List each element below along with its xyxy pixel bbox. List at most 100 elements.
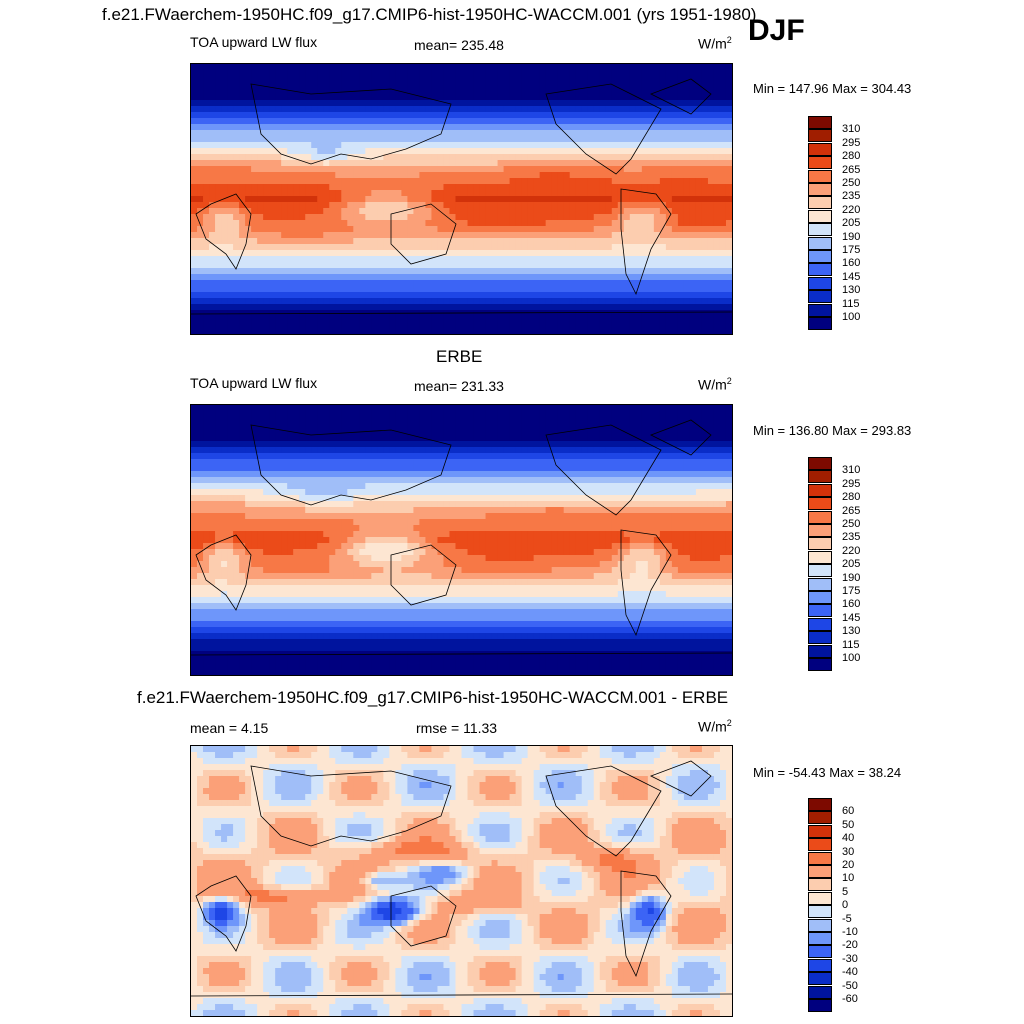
map-model-cell [275, 166, 282, 173]
map-erbe-cell [305, 441, 312, 448]
map-model-cell [509, 220, 517, 227]
map-model-cell [449, 322, 457, 329]
map-model-cell [263, 244, 270, 251]
map-erbe-cell [407, 423, 415, 430]
map-model-cell [551, 298, 559, 305]
map-model-cell [581, 160, 589, 167]
map-model-cell [305, 184, 312, 191]
map-model-cell [191, 328, 198, 334]
map-model-cell [515, 166, 523, 173]
map-model-coastline [545, 83, 662, 175]
map-model-cell [263, 274, 270, 281]
map-model-cell [545, 220, 553, 227]
map-model-cell [725, 184, 732, 191]
map-model-cell [407, 184, 415, 191]
map-model-cell [443, 286, 451, 293]
map-model-cell [317, 136, 324, 143]
map-model-cell [491, 262, 499, 269]
map-model-cell [251, 304, 258, 311]
map-model-cell [623, 250, 631, 257]
map-model-cell [551, 304, 559, 311]
map-model-cell [293, 148, 300, 155]
map-erbe-cell [317, 453, 324, 460]
map-model-cell [599, 304, 607, 311]
map-model-cell [641, 304, 649, 311]
map-erbe-cell [551, 417, 559, 424]
map-model-cell [293, 262, 300, 269]
map-model-cell [203, 118, 210, 125]
map-model-cell [419, 70, 427, 77]
map-model-cell [659, 310, 667, 317]
map-model-cell [503, 328, 511, 334]
map-model-cell [617, 112, 625, 119]
map-erbe-cell [665, 459, 673, 466]
map-erbe-cell [683, 417, 691, 424]
map-model-cell [467, 172, 475, 179]
map-model-cell [539, 238, 547, 245]
map-model-cell [479, 94, 487, 101]
map-model-cell [353, 232, 360, 239]
map-model-cell [647, 280, 655, 287]
map-model-cell [647, 214, 655, 221]
map-model-cell [329, 262, 336, 269]
map-model-cell [215, 220, 222, 227]
map-model-cell [461, 118, 469, 125]
map-model-cell [599, 298, 607, 305]
map-erbe-cell [347, 417, 354, 424]
map-erbe-cell [593, 429, 601, 436]
map-model-cell [677, 238, 685, 245]
map-erbe-cell [251, 459, 258, 466]
map-model-cell [719, 64, 727, 71]
map-model-cell [311, 262, 318, 269]
map-model-cell [383, 274, 390, 281]
map-model-cell [665, 190, 673, 197]
map-model-cell [695, 250, 703, 257]
map-model-cell [377, 202, 384, 209]
map-model-cell [383, 124, 390, 131]
map-model-cell [359, 250, 366, 257]
map-erbe-cell [485, 423, 493, 430]
map-model-cell [581, 88, 589, 95]
map-model-cell [437, 70, 445, 77]
map-model-cell [377, 322, 384, 329]
map-model-cell [497, 130, 505, 137]
map-model-cell [623, 298, 631, 305]
map-model-cell [347, 220, 354, 227]
map-model-cell [389, 208, 396, 215]
map-model-cell [299, 76, 306, 83]
map-model-cell [557, 202, 565, 209]
map-erbe-cell [197, 405, 204, 412]
map-erbe-cell [311, 441, 318, 448]
map-model-cell [287, 112, 294, 119]
panel-middle-mean: mean= 231.33 [414, 378, 504, 394]
map-model-cell [275, 232, 282, 239]
map-model-cell [305, 250, 312, 257]
map-erbe-cell [725, 453, 732, 460]
map-erbe-cell [203, 459, 210, 466]
map-model-cell [311, 166, 318, 173]
map-model-cell [503, 64, 511, 71]
map-model-cell [413, 88, 421, 95]
map-model-cell [203, 100, 210, 107]
map-model-cell [341, 172, 348, 179]
map-erbe-cell [701, 435, 709, 442]
map-erbe-cell [689, 417, 697, 424]
map-model-cell [653, 202, 661, 209]
map-erbe-cell [605, 417, 613, 424]
map-model-cell [269, 202, 276, 209]
map-model-cell [671, 322, 679, 329]
map-model-cell [713, 106, 721, 113]
map-erbe-cell [575, 417, 583, 424]
map-model-cell [509, 124, 517, 131]
map-model-cell [455, 322, 463, 329]
map-erbe-cell [671, 441, 679, 448]
map-model-cell [677, 292, 685, 299]
map-model-cell [479, 256, 487, 263]
map-model-cell [605, 310, 613, 317]
map-model-cell [425, 226, 433, 233]
map-model-cell [719, 268, 727, 275]
map-model-cell [707, 106, 715, 113]
map-model-cell [653, 280, 661, 287]
map-model-cell [263, 256, 270, 263]
map-model-cell [659, 190, 667, 197]
